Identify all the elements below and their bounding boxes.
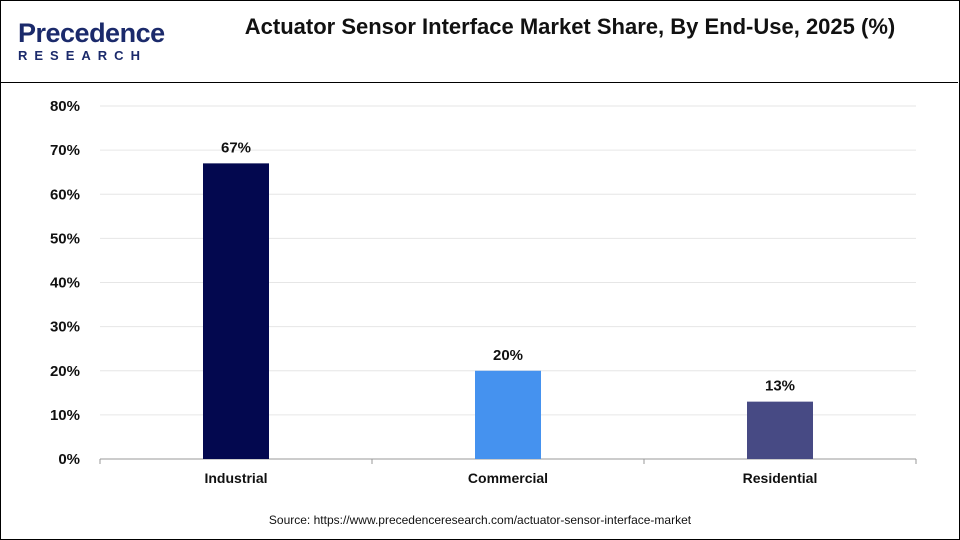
bar-industrial (203, 163, 269, 460)
data-label: 67% (221, 139, 251, 156)
bar-residential (747, 401, 813, 459)
y-tick-label: 0% (58, 451, 80, 468)
y-tick-label: 60% (50, 186, 80, 203)
header: Precedence RESEARCH Actuator Sensor Inte… (0, 0, 958, 83)
y-tick-label: 20% (50, 363, 80, 380)
logo-line2: RESEARCH (18, 48, 147, 63)
logo-line1: Precedence (18, 18, 165, 48)
x-tick-label: Residential (743, 470, 818, 486)
y-tick-label: 80% (50, 98, 80, 115)
x-tick-label: Industrial (204, 470, 267, 486)
x-tick-label: Commercial (468, 470, 548, 486)
y-tick-label: 70% (50, 142, 80, 159)
bar-commercial (475, 370, 541, 459)
source-text: Source: https://www.precedenceresearch.c… (268, 513, 692, 527)
data-label: 20% (493, 347, 523, 364)
y-tick-label: 30% (50, 319, 80, 336)
chart-title: Actuator Sensor Interface Market Share, … (244, 14, 896, 39)
y-tick-label: 40% (50, 275, 80, 292)
y-tick-label: 50% (50, 230, 80, 247)
y-tick-label: 10% (50, 407, 80, 424)
precedence-research-logo: Precedence RESEARCH (18, 18, 165, 64)
data-label: 13% (765, 378, 795, 395)
